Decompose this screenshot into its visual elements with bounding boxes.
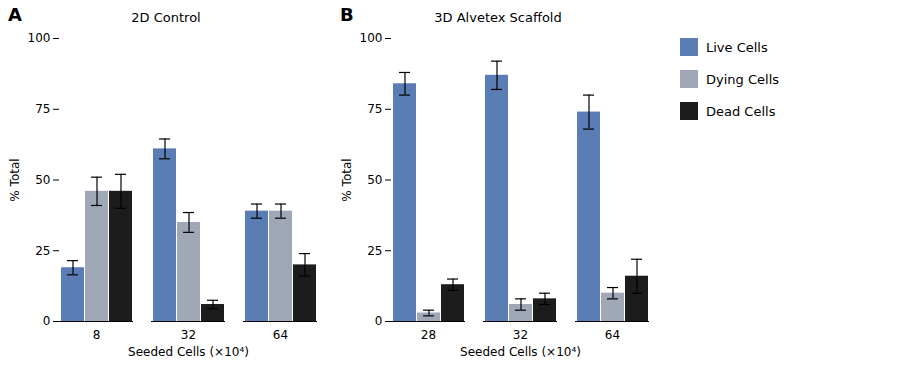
svg-text:Seeded Cells (×10⁴): Seeded Cells (×10⁴): [128, 345, 249, 359]
svg-text:64: 64: [273, 328, 288, 342]
svg-text:32: 32: [513, 328, 528, 342]
svg-text:100: 100: [28, 31, 51, 45]
svg-text:0: 0: [375, 314, 383, 328]
svg-text:75: 75: [35, 102, 50, 116]
svg-text:Seeded Cells (×10⁴): Seeded Cells (×10⁴): [460, 345, 581, 359]
svg-text:100: 100: [360, 31, 383, 45]
svg-text:50: 50: [367, 173, 382, 187]
html-text:B: B: [340, 4, 354, 25]
svg-text:32: 32: [181, 328, 196, 342]
html-text:3D Alvetex Scaffold: 3D Alvetex Scaffold: [434, 10, 562, 25]
svg-text:75: 75: [367, 102, 382, 116]
svg-text:% Total: % Total: [340, 158, 354, 201]
svg-text:% Total: % Total: [8, 158, 22, 201]
html-text:Dead Cells: Dead Cells: [706, 103, 776, 119]
html-text:Live Cells: Live Cells: [706, 39, 768, 55]
svg-text:25: 25: [367, 244, 382, 258]
svg-text:28: 28: [421, 328, 436, 342]
html-text:Dying Cells: Dying Cells: [706, 71, 779, 87]
svg-text:64: 64: [605, 328, 620, 342]
svg-text:25: 25: [35, 244, 50, 258]
html-text:2D Control: 2D Control: [131, 10, 201, 25]
svg-text:8: 8: [93, 328, 101, 342]
svg-text:50: 50: [35, 173, 50, 187]
html-text:A: A: [8, 4, 22, 25]
svg-text:0: 0: [43, 314, 51, 328]
